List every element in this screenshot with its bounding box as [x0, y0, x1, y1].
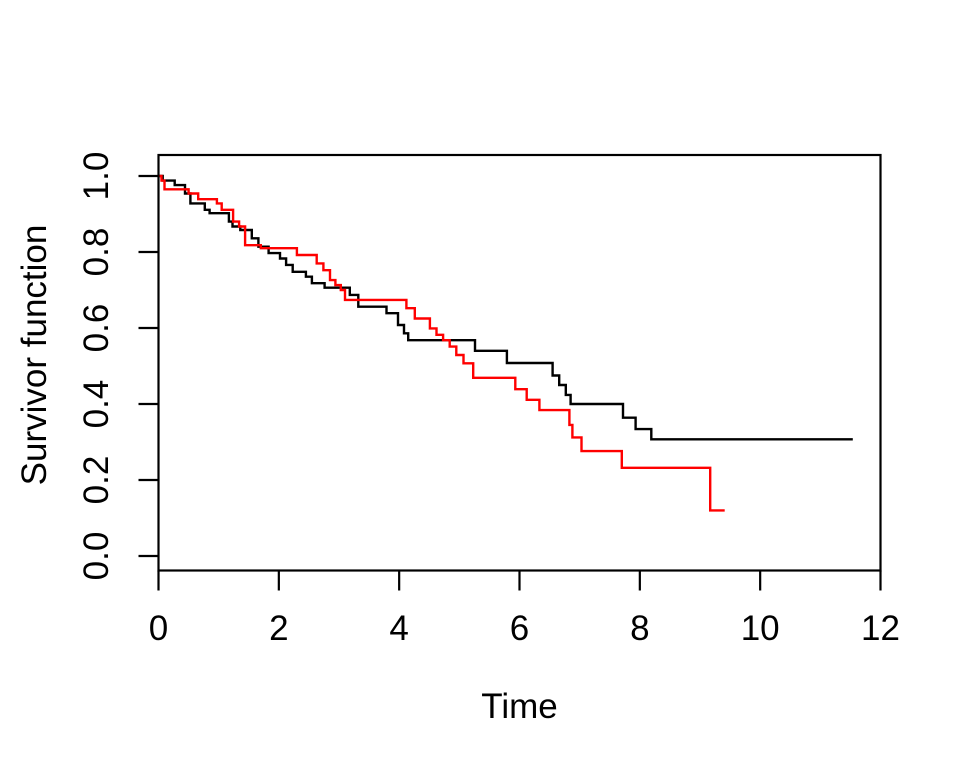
- x-tick-label: 12: [861, 609, 900, 648]
- x-tick-label: 0: [149, 609, 168, 648]
- y-axis: 0.0 0.2 0.4 0.6 0.8 1.0: [77, 152, 159, 581]
- x-axis-title: Time: [481, 687, 557, 726]
- y-axis-title: Survivor function: [15, 225, 54, 486]
- survival-curve-group-2-red: [158, 174, 725, 512]
- x-tick-label: 8: [630, 609, 649, 648]
- x-tick-label: 10: [741, 609, 780, 648]
- y-tick-label: 0.8: [77, 228, 116, 277]
- y-tick-label: 0.6: [77, 304, 116, 353]
- y-tick-label: 0.2: [77, 456, 116, 505]
- x-tick-label: 4: [389, 609, 408, 648]
- survival-curve-group-1-black: [158, 174, 853, 441]
- y-tick-label: 1.0: [77, 152, 116, 201]
- x-tick-label: 6: [510, 609, 529, 648]
- plot-curves: [158, 174, 853, 512]
- x-tick-label: 2: [269, 609, 288, 648]
- y-tick-label: 0.0: [77, 532, 116, 581]
- y-tick-label: 0.4: [77, 380, 116, 429]
- x-axis: 0 2 4 6 8 10 12: [149, 570, 900, 648]
